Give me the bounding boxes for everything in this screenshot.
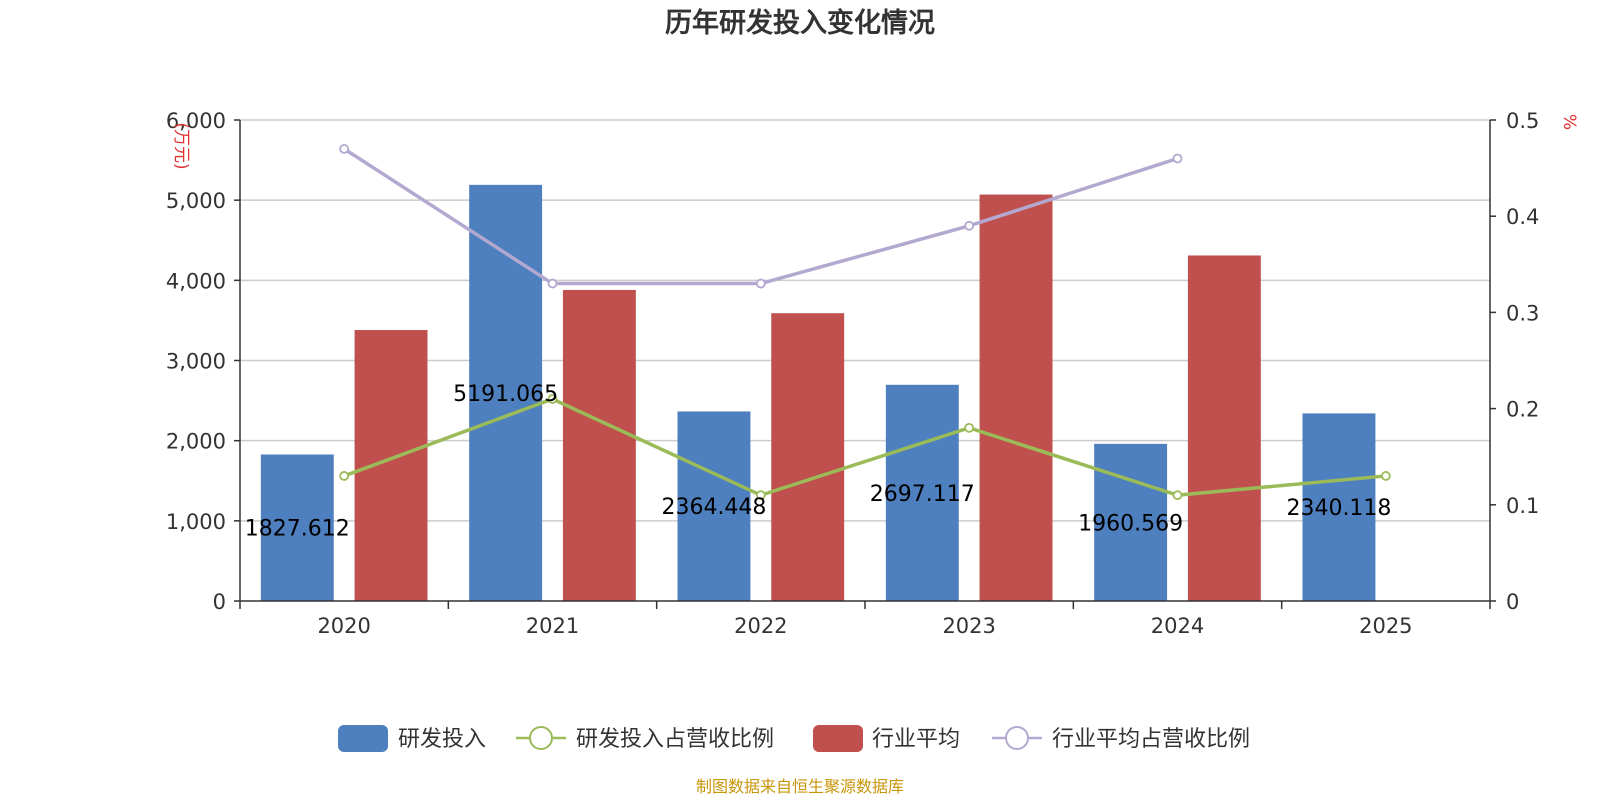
x-tick-label: 2022 [734,614,787,638]
legend-swatch-行业平均 [813,725,863,752]
bar-行业平均-2023 [979,194,1053,601]
legend-marker-研发投入占营收比例 [529,726,553,750]
y-left-tick-label: 2,000 [166,430,226,454]
line-point-研发投入占营收比例 [964,422,975,433]
line-point-行业平均占营收比例 [547,278,558,289]
source-note: 制图数据来自恒生聚源数据库 [696,777,904,796]
chart-title: 历年研发投入变化情况 [665,7,935,39]
y-left-tick-label: 3,000 [166,350,226,374]
x-tick-label: 2023 [942,614,995,638]
data-label: 2697.117 [870,482,975,507]
line-point-行业平均占营收比例 [755,278,766,289]
gridlines [240,119,1490,522]
y-left-tick-label: 6,000 [166,109,226,133]
data-label: 1827.612 [245,517,350,542]
y-right-tick-label: 0.5 [1506,109,1539,133]
legend-label: 行业平均占营收比例 [1052,727,1250,752]
y-left-tick-label: 5,000 [166,189,226,213]
y-left-unit: (万元) [171,122,191,169]
y-left-tick-label: 4,000 [166,269,226,293]
x-tick-label: 2024 [1151,614,1204,638]
x-tick-label: 2021 [526,614,579,638]
data-label: 2364.448 [661,495,766,520]
bar-研发投入-2024 [1094,443,1168,601]
y-left-tick-label: 0 [213,590,226,614]
line-point-行业平均占营收比例 [964,220,975,231]
legend-marker-行业平均占营收比例 [1005,726,1029,750]
line-point-研发投入占营收比例 [1380,471,1391,481]
legend-label: 研发投入占营收比例 [576,727,774,752]
bar-研发投入-2020 [260,454,334,601]
y-right-tick-label: 0.1 [1506,494,1539,518]
y-right-tick-label: 0.4 [1506,205,1539,229]
data-label: 5191.065 [453,382,558,407]
x-tick-label: 2025 [1359,614,1412,638]
legend-label: 行业平均 [872,727,960,752]
line-point-研发投入占营收比例 [1172,490,1183,501]
legend-label: 研发投入 [398,727,486,752]
line-研发投入占营收比例 [343,397,1386,498]
bar-行业平均-2021 [562,289,636,601]
axes: 0 1,000 2,000 3,000 4,000 5,000 6,000 0 0.1 0.2 0.… [166,109,1540,638]
bar-行业平均-2022 [771,313,845,601]
bar-研发投入-2023 [885,384,959,601]
line-point-研发投入占营收比例 [339,471,350,481]
line-point-行业平均占营收比例 [339,143,350,154]
y-left-tick-label: 1,000 [166,510,226,534]
y-right-unit: % [1559,114,1579,130]
data-labels: 1827.612 5191.065 2364.448 2697.117 1960.569… [245,382,1392,542]
data-label: 2340.118 [1286,496,1391,521]
bar-研发投入-2022 [677,411,751,601]
lines [339,143,1391,501]
line-point-研发投入占营收比例 [547,394,558,404]
bar-行业平均-2024 [1187,255,1261,601]
bar-研发投入-2025 [1302,413,1376,601]
legend: 研发投入 研发投入占营收比例 行业平均 行业平均占营收比例 [338,725,1250,752]
line-point-研发投入占营收比例 [755,490,766,501]
bars [260,184,1376,602]
y-right-tick-label: 0 [1506,590,1519,614]
y-right-tick-label: 0.2 [1506,398,1539,422]
bar-行业平均-2020 [354,330,428,601]
y-right-tick-label: 0.3 [1506,301,1539,325]
line-point-行业平均占营收比例 [1172,153,1183,164]
legend-swatch-研发投入 [338,725,388,752]
x-tick-label: 2020 [317,614,370,638]
data-label: 1960.569 [1078,511,1183,536]
